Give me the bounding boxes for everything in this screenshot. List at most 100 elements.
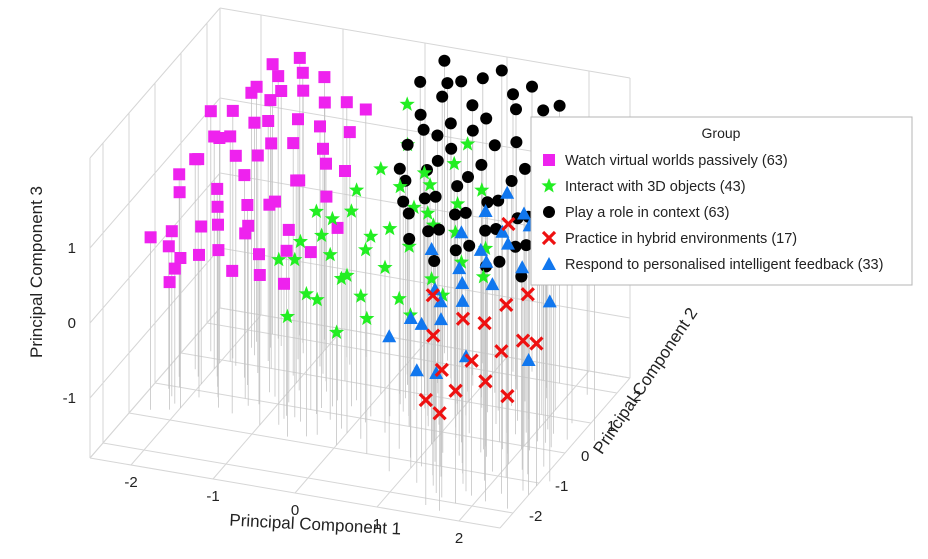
data-point-series-1 xyxy=(460,136,476,151)
data-point-series-1 xyxy=(450,196,466,211)
data-point-series-1 xyxy=(475,268,491,284)
legend-label-series-3: Practice in hybrid environments (17) xyxy=(565,231,797,247)
data-point-series-0 xyxy=(238,169,251,182)
data-point-series-2 xyxy=(520,239,533,252)
legend-marker-series-4 xyxy=(542,257,556,270)
data-point-series-3 xyxy=(515,333,531,348)
data-point-series-1 xyxy=(298,285,314,301)
data-point-series-2 xyxy=(537,104,550,117)
data-point-series-1 xyxy=(333,270,349,286)
legend-marker-series-0 xyxy=(543,154,555,166)
data-point-series-1 xyxy=(279,308,295,324)
data-point-series-2 xyxy=(438,54,451,67)
x-marker-stroke xyxy=(494,344,509,359)
data-point-series-3 xyxy=(425,288,440,303)
data-point-series-0 xyxy=(248,116,261,129)
data-point-series-2 xyxy=(403,232,416,245)
data-point-series-2 xyxy=(449,208,461,221)
data-point-series-0 xyxy=(296,66,309,79)
data-point-series-4 xyxy=(434,312,448,326)
data-point-series-2 xyxy=(414,75,427,88)
data-point-series-0 xyxy=(165,225,178,238)
data-point-series-0 xyxy=(253,269,266,281)
data-point-series-2 xyxy=(463,239,476,252)
data-point-series-2 xyxy=(466,99,479,112)
data-point-series-2 xyxy=(445,142,458,155)
data-point-series-0 xyxy=(275,85,288,97)
x-marker-stroke xyxy=(499,297,514,313)
z-tick-label: -1 xyxy=(63,390,76,407)
data-point-series-0 xyxy=(278,277,290,290)
x-marker-stroke xyxy=(541,230,557,246)
data-point-series-0 xyxy=(287,137,300,150)
data-point-series-1 xyxy=(453,254,469,269)
data-point-series-4 xyxy=(429,366,444,379)
left-wall-grid-line xyxy=(89,7,221,159)
data-point-series-3 xyxy=(455,311,471,326)
data-point-series-2 xyxy=(397,195,410,208)
data-point-series-1 xyxy=(271,251,287,267)
floor-grid-line xyxy=(102,442,514,514)
legend-box xyxy=(530,116,913,286)
back-wall-grid-line xyxy=(219,7,631,79)
z-tick-label: 0 xyxy=(68,315,76,332)
data-point-series-4 xyxy=(382,329,397,343)
data-point-series-0 xyxy=(264,94,277,107)
data-point-series-1 xyxy=(425,217,441,232)
data-point-series-1 xyxy=(447,224,463,239)
data-point-series-1 xyxy=(478,240,494,255)
legend-title: Group xyxy=(702,125,741,141)
data-point-series-2 xyxy=(393,162,406,175)
data-point-series-1 xyxy=(416,165,432,180)
data-point-series-1 xyxy=(474,182,490,197)
x-axis-title: Principal Component 1 xyxy=(229,511,402,539)
data-point-series-1 xyxy=(420,205,436,220)
data-point-series-4 xyxy=(454,225,469,239)
data-point-series-2 xyxy=(466,124,479,137)
legend-label-series-4: Respond to personalised intelligent feed… xyxy=(565,257,883,273)
data-point-series-1 xyxy=(406,199,422,214)
data-point-series-2 xyxy=(493,255,506,268)
data-point-series-0 xyxy=(173,168,186,181)
data-point-series-2 xyxy=(449,244,462,257)
data-point-series-0 xyxy=(192,153,205,166)
x-marker-stroke xyxy=(455,311,471,326)
data-point-series-0 xyxy=(245,86,258,99)
x-marker-stroke xyxy=(478,374,493,389)
data-point-series-1 xyxy=(422,176,438,192)
x-marker-stroke xyxy=(418,392,433,408)
data-point-series-0 xyxy=(331,221,344,234)
data-point-series-4 xyxy=(495,224,510,238)
data-point-series-1 xyxy=(287,251,303,267)
y-tick-label: 2 xyxy=(633,388,641,405)
data-point-series-0 xyxy=(211,200,224,213)
data-point-series-2 xyxy=(479,224,492,237)
data-point-series-0 xyxy=(144,231,157,244)
data-point-series-4 xyxy=(424,242,439,255)
data-point-series-0 xyxy=(163,276,176,289)
data-point-series-0 xyxy=(211,182,224,195)
data-point-series-2 xyxy=(422,225,435,238)
x-tick-label: 1 xyxy=(373,516,381,533)
data-point-series-3 xyxy=(478,374,493,389)
data-point-series-0 xyxy=(339,165,351,177)
data-point-series-2 xyxy=(480,112,493,125)
data-point-series-4 xyxy=(542,294,557,308)
data-point-series-3 xyxy=(426,328,441,343)
data-point-series-2 xyxy=(399,174,412,187)
data-point-series-0 xyxy=(251,149,264,162)
legend-marker-series-2 xyxy=(543,206,555,218)
y-tick-label: 0 xyxy=(581,448,589,465)
data-point-series-0 xyxy=(304,246,317,259)
data-point-series-4 xyxy=(473,242,488,256)
data-point-series-1 xyxy=(363,228,379,243)
data-point-series-1 xyxy=(399,96,415,111)
data-point-series-4 xyxy=(521,353,536,366)
floor-grid-line xyxy=(154,382,566,454)
data-point-series-1 xyxy=(292,233,308,249)
data-point-series-4 xyxy=(478,204,493,217)
data-point-series-4 xyxy=(414,316,429,330)
data-point-series-0 xyxy=(343,126,356,139)
data-point-series-3 xyxy=(432,406,447,421)
data-point-series-2 xyxy=(553,99,566,112)
